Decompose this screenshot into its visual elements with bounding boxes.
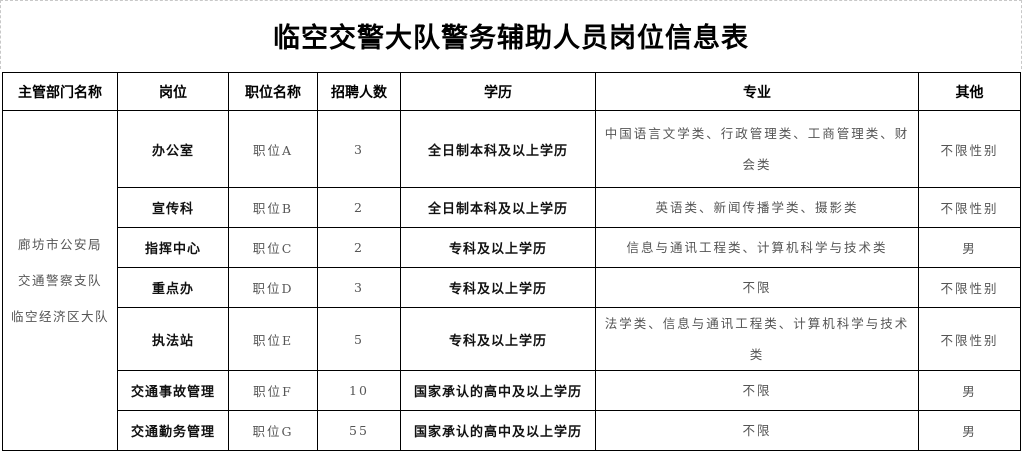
header-post: 岗位 — [117, 72, 229, 111]
table-row: 宣传科 职位B 2 全日制本科及以上学历 英语类、新闻传播学类、摄影类 不限性别 — [3, 187, 1021, 228]
table-row: 廊坊市公安局 交通警察支队 临空经济区大队 办公室 职位A 3 全日制本科及以上学历 … — [2, 110, 1021, 451]
count-cell: 5 — [317, 307, 401, 371]
table-row: 执法站 职位E 5 专科及以上学历 法学类、信息与通讯工程类、计算机科学与技术类… — [3, 307, 1021, 371]
header-department: 主管部门名称 — [2, 72, 118, 111]
education-cell: 全日制本科及以上学历 — [400, 187, 596, 228]
header-count: 招聘人数 — [317, 72, 401, 111]
position-cell: 职位D — [228, 267, 318, 308]
major-cell: 中国语言文学类、行政管理类、工商管理类、财会类 — [595, 110, 919, 188]
position-cell: 职位C — [228, 227, 318, 268]
count-cell: 10 — [317, 370, 401, 411]
post-cell: 交通事故管理 — [117, 370, 229, 411]
other-cell: 男 — [918, 227, 1021, 268]
department-cell: 廊坊市公安局 交通警察支队 临空经济区大队 — [2, 110, 118, 451]
position-cell: 职位E — [228, 307, 318, 371]
table-row: 重点办 职位D 3 专科及以上学历 不限 不限性别 — [3, 267, 1021, 308]
table-row: 指挥中心 职位C 2 专科及以上学历 信息与通讯工程类、计算机科学与技术类 男 — [3, 227, 1021, 268]
education-cell: 全日制本科及以上学历 — [400, 110, 596, 188]
major-cell: 不限 — [595, 370, 919, 411]
post-cell: 办公室 — [117, 110, 229, 188]
department-line: 交通警察支队 — [17, 272, 102, 288]
other-cell: 男 — [918, 370, 1021, 411]
title-box: 临空交警大队警务辅助人员岗位信息表 — [0, 0, 1022, 69]
position-cell: 职位F — [228, 370, 318, 411]
major-cell: 信息与通讯工程类、计算机科学与技术类 — [595, 227, 919, 268]
education-cell: 国家承认的高中及以上学历 — [400, 410, 596, 451]
other-cell: 不限性别 — [918, 110, 1021, 188]
position-cell: 职位B — [228, 187, 318, 228]
other-cell: 不限性别 — [918, 267, 1021, 308]
major-cell: 不限 — [595, 410, 919, 451]
table-row: 交通勤务管理 职位G 55 国家承认的高中及以上学历 不限 男 — [3, 410, 1021, 451]
count-cell: 3 — [317, 110, 401, 188]
education-cell: 专科及以上学历 — [400, 267, 596, 308]
post-cell: 宣传科 — [117, 187, 229, 228]
page-title: 临空交警大队警务辅助人员岗位信息表 — [273, 22, 749, 54]
major-cell: 法学类、信息与通讯工程类、计算机科学与技术类 — [595, 307, 919, 371]
other-cell: 男 — [918, 410, 1021, 451]
count-cell: 2 — [317, 227, 401, 268]
post-cell: 重点办 — [117, 267, 229, 308]
major-cell: 英语类、新闻传播学类、摄影类 — [595, 187, 919, 228]
other-cell: 不限性别 — [918, 307, 1021, 371]
positions-table: 主管部门名称 岗位 职位名称 招聘人数 学历 专业 其他 廊坊市公安局 交通警察支… — [2, 72, 1021, 451]
position-cell: 职位A — [228, 110, 318, 188]
education-cell: 国家承认的高中及以上学历 — [400, 370, 596, 411]
education-cell: 专科及以上学历 — [400, 227, 596, 268]
header-education: 学历 — [400, 72, 596, 111]
position-cell: 职位G — [228, 410, 318, 451]
department-line: 廊坊市公安局 — [17, 236, 102, 252]
header-other: 其他 — [918, 72, 1021, 111]
header-row: 主管部门名称 岗位 职位名称 招聘人数 学历 专业 其他 — [2, 72, 1021, 111]
other-cell: 不限性别 — [918, 187, 1021, 228]
post-cell: 指挥中心 — [117, 227, 229, 268]
header-position: 职位名称 — [228, 72, 318, 111]
count-cell: 2 — [317, 187, 401, 228]
count-cell: 55 — [317, 410, 401, 451]
header-major: 专业 — [595, 72, 919, 111]
education-cell: 专科及以上学历 — [400, 307, 596, 371]
department-line: 临空经济区大队 — [10, 308, 109, 324]
post-cell: 执法站 — [117, 307, 229, 371]
major-cell: 不限 — [595, 267, 919, 308]
table-row: 交通事故管理 职位F 10 国家承认的高中及以上学历 不限 男 — [3, 370, 1021, 411]
post-cell: 交通勤务管理 — [117, 410, 229, 451]
count-cell: 3 — [317, 267, 401, 308]
